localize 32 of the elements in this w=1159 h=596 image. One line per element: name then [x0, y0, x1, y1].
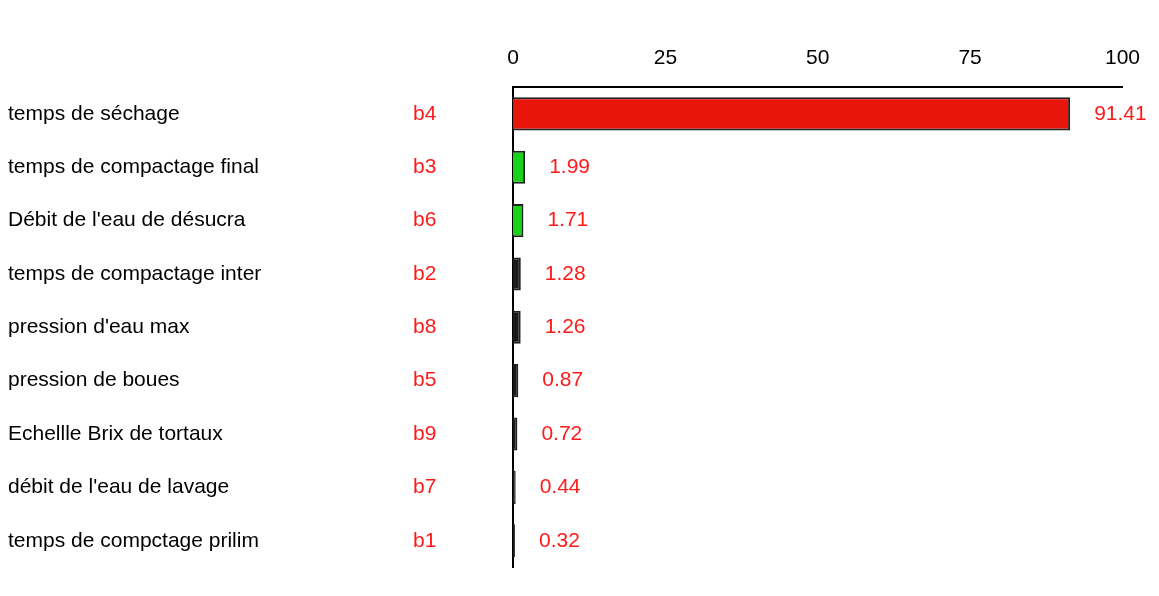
y-tick-label: temps de compctage prilim: [8, 527, 259, 551]
data-label: 0.32: [538, 527, 580, 551]
data-label: 1.99: [549, 154, 590, 178]
x2-tick-label: 25: [653, 45, 678, 69]
y-tick-label: débit de l'eau de lavage: [8, 474, 230, 498]
data-label: 91.41: [1094, 100, 1147, 124]
y2-tick-label: b7: [413, 474, 437, 498]
x2-tick-label: 50: [806, 45, 830, 69]
data-label: 0.44: [539, 474, 581, 498]
y2-tick-label: b2: [413, 260, 437, 284]
y2-tick-label: b9: [413, 420, 437, 444]
data-label: 0.72: [541, 420, 583, 444]
x2-tick-label: 0: [507, 45, 519, 69]
y2-tick-label: b3: [413, 154, 437, 178]
x2-tick-label: 100: [1104, 45, 1140, 69]
data-label: 0.87: [542, 367, 584, 391]
y-tick-label: temps de compactage inter: [8, 260, 262, 284]
y-tick-label: pression d'eau max: [8, 314, 190, 338]
y-tick-label: pression de boues: [8, 367, 180, 391]
data-label: 1.28: [544, 260, 586, 284]
x2-tick-label: 75: [958, 45, 982, 69]
y-tick-label: temps de séchage: [8, 100, 180, 124]
y-tick-label: temps de compactage final: [8, 154, 259, 178]
y2-tick-label: b8: [413, 314, 437, 338]
y-tick-label: Débit de l'eau de désucra: [8, 207, 246, 231]
data-label: 1.26: [544, 314, 586, 338]
y2-tick-label: b1: [413, 527, 437, 551]
y2-tick-label: b6: [413, 207, 437, 231]
y2-tick-label: b5: [413, 367, 437, 391]
data-label: 1.71: [547, 207, 589, 231]
y-tick-label: Echellle Brix de tortaux: [8, 420, 224, 444]
y2-tick-label: b4: [413, 100, 437, 124]
